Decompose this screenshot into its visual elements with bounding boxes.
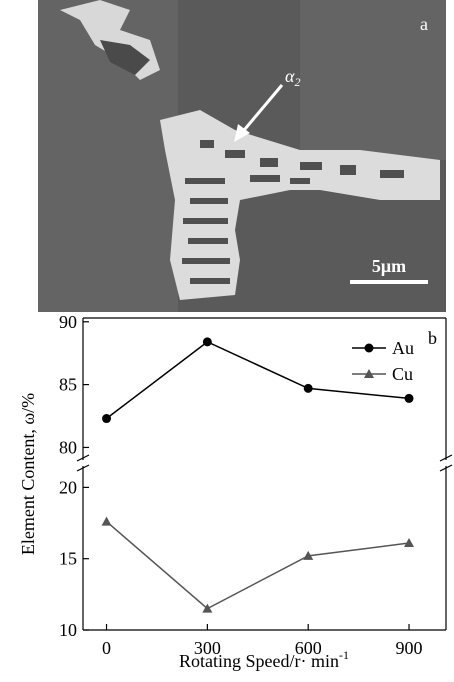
- axis-break: [76, 464, 90, 472]
- x-axis-label-text: Rotating Speed/r· min: [179, 651, 339, 671]
- legend-label: Au: [392, 338, 414, 358]
- y-tick-label: 20: [59, 477, 77, 497]
- x-axis-label-sup: -1: [339, 648, 349, 662]
- legend-marker: [364, 369, 374, 378]
- micrograph: a α2 5μm: [38, 0, 446, 312]
- panel-label: b: [428, 328, 437, 348]
- annotation-text: α: [285, 66, 295, 86]
- annotation: α2: [285, 66, 300, 89]
- scale-bar-label: 5μm: [372, 256, 406, 276]
- x-tick-label: 600: [295, 638, 322, 658]
- y-tick-label: 10: [59, 620, 77, 640]
- y-tick-label: 90: [59, 312, 77, 332]
- panel-label: a: [420, 14, 428, 34]
- point: [202, 603, 213, 613]
- legend-label: Cu: [392, 364, 413, 384]
- point: [404, 538, 415, 548]
- axis-break: [439, 454, 453, 462]
- series-line: [106, 521, 410, 610]
- y-tick-label: 85: [59, 375, 77, 395]
- x-axis-label: Rotating Speed/r· min-1: [179, 648, 349, 671]
- point: [303, 383, 313, 393]
- x-tick-label: 300: [194, 638, 221, 658]
- annotation-sub: 2: [294, 75, 300, 89]
- legend-marker: [364, 343, 374, 353]
- y-tick-label: 80: [59, 437, 77, 457]
- axis-break: [76, 454, 90, 462]
- point: [303, 550, 314, 560]
- x-tick-label: 900: [396, 638, 423, 658]
- y-axis-label: Element Content, ω/%: [18, 393, 38, 555]
- axis-break: [439, 464, 453, 472]
- point: [101, 516, 112, 526]
- point: [404, 393, 414, 403]
- y-tick-label: 15: [59, 549, 77, 569]
- point: [102, 414, 112, 424]
- point: [202, 337, 212, 347]
- x-tick-label: 0: [102, 638, 111, 658]
- chart: 80 85 90 10 15 20 0 300 600 900 Element Content, ω…: [18, 312, 453, 671]
- series-line: [106, 341, 410, 420]
